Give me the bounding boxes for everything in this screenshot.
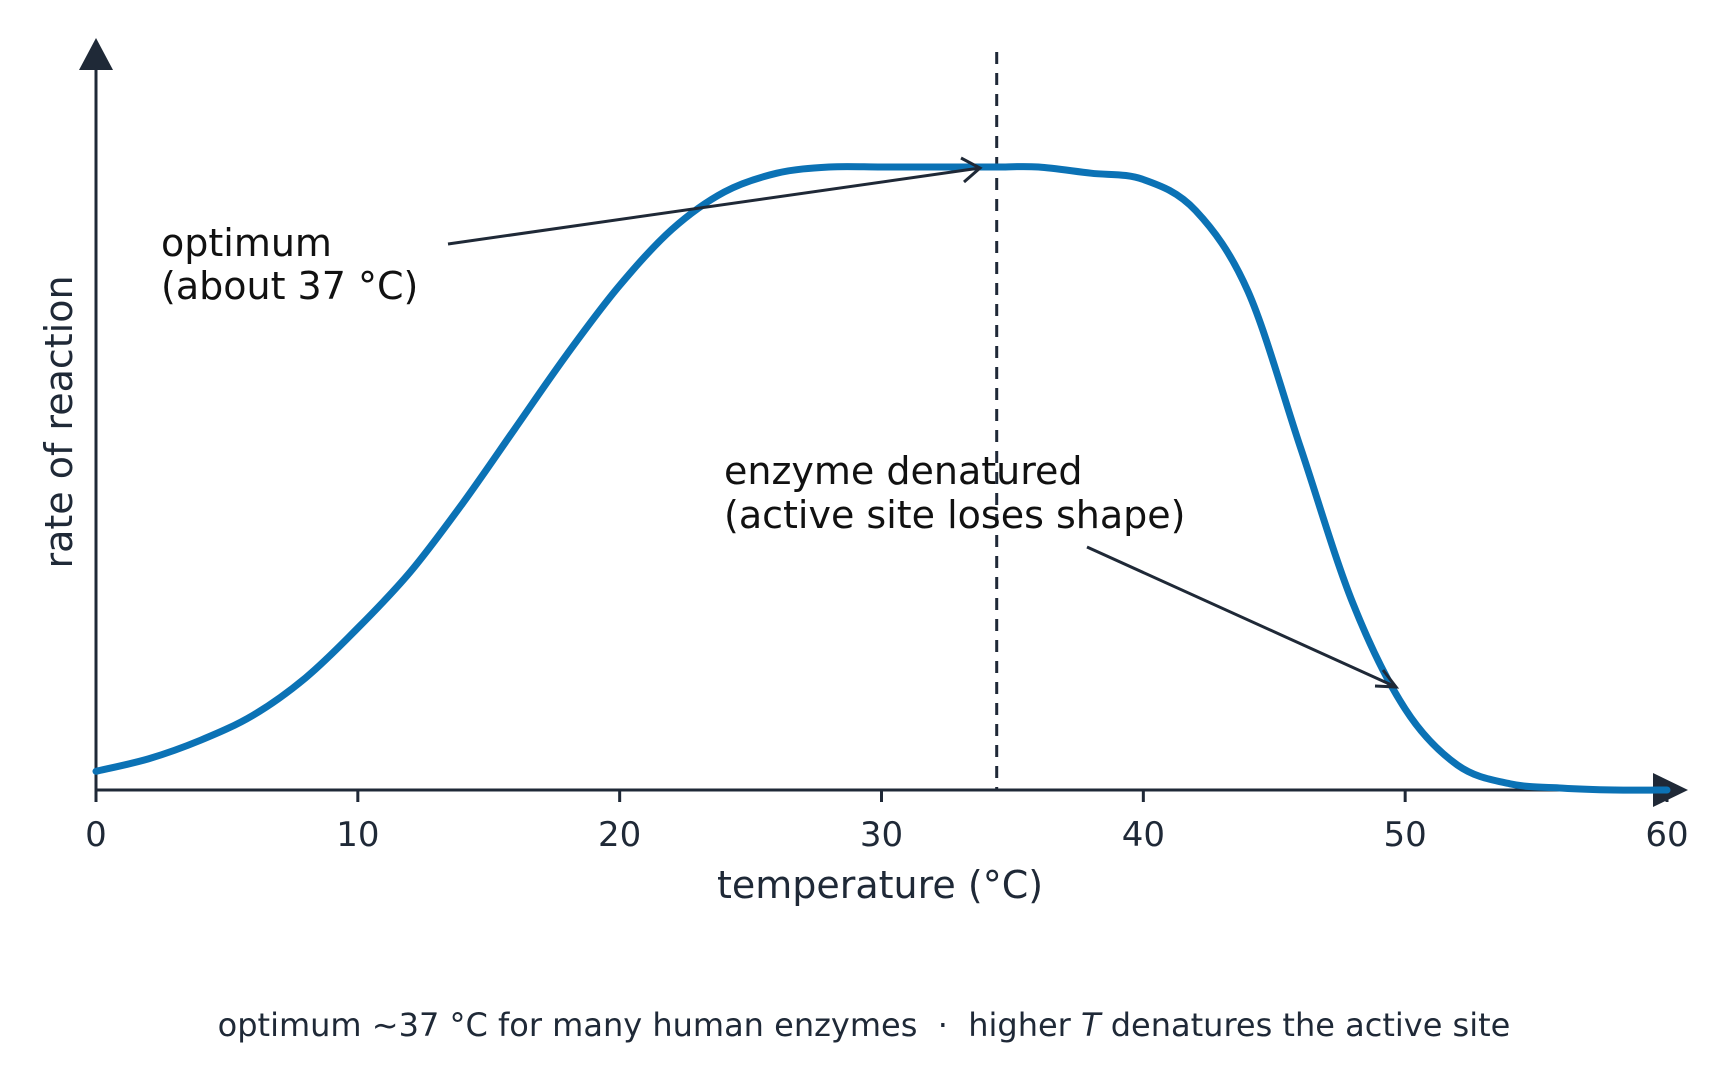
- annotation-optimum-line1: optimum: [161, 221, 332, 265]
- x-tick-label: 50: [1384, 815, 1427, 855]
- y-axis-arrowhead: [79, 38, 113, 70]
- x-tick-label: 20: [598, 815, 641, 855]
- annotation-denatured-line2: (active site loses shape): [724, 493, 1185, 537]
- annotation-denatured: enzyme denatured (active site loses shap…: [724, 449, 1185, 537]
- annotation-denatured-arrowhead: [1374, 669, 1400, 689]
- x-tick-label: 10: [336, 815, 379, 855]
- caption-prefix: optimum ~37 °C for many human enzymes · …: [218, 1006, 1081, 1044]
- annotation-optimum: optimum (about 37 °C): [161, 221, 418, 308]
- y-axis-title: rate of reaction: [37, 275, 81, 568]
- x-tick-label: 30: [860, 815, 903, 855]
- annotation-denatured-line1: enzyme denatured: [724, 449, 1083, 493]
- caption: optimum ~37 °C for many human enzymes · …: [218, 1006, 1511, 1044]
- x-ticks: 0 10 20 30 40 50 60: [85, 790, 1689, 855]
- annotation-optimum-arrowhead: [960, 156, 983, 184]
- caption-italic: T: [1081, 1006, 1103, 1044]
- annotation-optimum-arrow: [447, 166, 981, 246]
- caption-suffix: denatures the active site: [1101, 1006, 1511, 1044]
- x-tick-label: 40: [1122, 815, 1165, 855]
- x-tick-label: 0: [85, 815, 107, 855]
- x-tick-label: 60: [1645, 815, 1688, 855]
- annotation-optimum-line2: (about 37 °C): [161, 264, 418, 308]
- x-axis-title: temperature (°C): [717, 863, 1043, 907]
- annotation-denatured-arrow: [1086, 545, 1397, 689]
